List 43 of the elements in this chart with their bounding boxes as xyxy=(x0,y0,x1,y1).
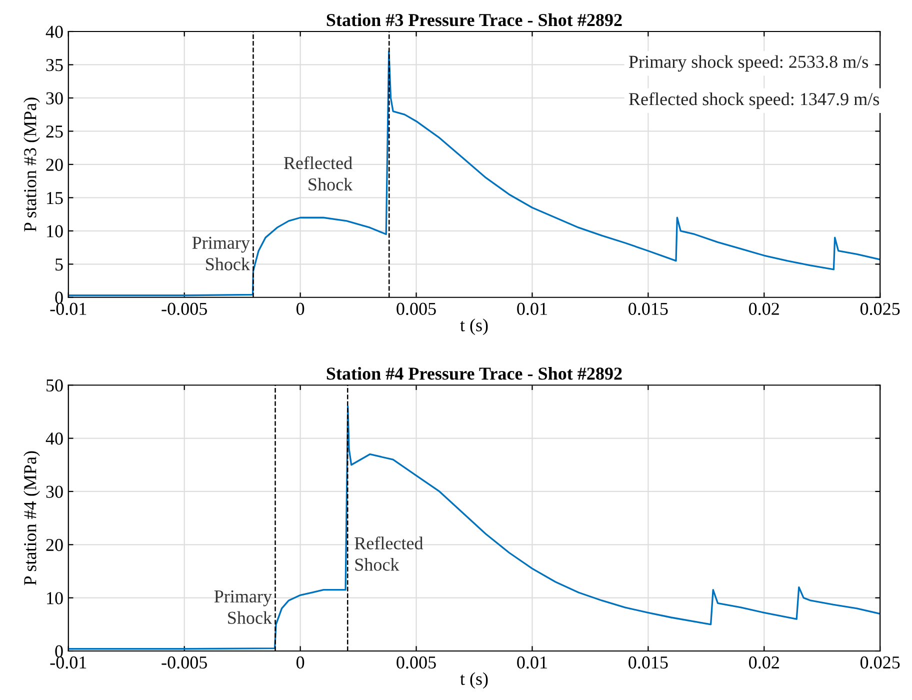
y-tick-label: 15 xyxy=(47,192,63,204)
y-tick-label: 20 xyxy=(46,158,63,171)
annotation: Primary shock speed: 2533.8 m/s xyxy=(628,55,868,72)
x-tick-label: -0.005 xyxy=(162,656,207,669)
y-tick-label: 35 xyxy=(46,59,63,72)
annotation: Reflected Shock xyxy=(354,536,424,571)
x-tick-label: -0.005 xyxy=(162,302,207,316)
x-tick-label: 0.01 xyxy=(517,302,547,316)
y-tick-label: 40 xyxy=(46,26,63,38)
y-tick-label: 10 xyxy=(47,225,63,238)
annotation: Reflected shock speed: 1347.9 m/s xyxy=(628,92,880,109)
y-tick-label: 0 xyxy=(55,645,63,658)
x-tick-label: 0.015 xyxy=(628,656,668,669)
x-tick-label: 0.005 xyxy=(396,656,436,669)
y-tick-label: 10 xyxy=(47,592,63,604)
x-tick-label: 0.015 xyxy=(628,302,668,316)
y-tick-label: 30 xyxy=(46,92,63,104)
y-tick-label: 50 xyxy=(46,379,63,392)
annotation: Primary Shock xyxy=(214,590,272,624)
chart-title: Station #4 Pressure Trace - Shot #2892 xyxy=(326,367,622,380)
x-tick-label: -0.01 xyxy=(50,302,86,316)
x-tick-label: -0.01 xyxy=(50,656,86,669)
x-tick-label: 0.025 xyxy=(860,302,900,316)
x-tick-label: 0 xyxy=(296,656,304,669)
chart-title: Station #3 Pressure Trace - Shot #2892 xyxy=(326,13,622,26)
x-axis-title: t (s) xyxy=(460,318,488,335)
x-tick-label: 0 xyxy=(296,302,304,315)
x-tick-label: 0.025 xyxy=(860,656,900,669)
x-axis-title: t (s) xyxy=(460,672,488,689)
annotation: Reflected Shock xyxy=(284,156,353,191)
y-tick-label: 20 xyxy=(46,538,63,552)
y-tick-label: 40 xyxy=(46,432,63,445)
x-tick-label: 0.02 xyxy=(749,656,779,669)
y-tick-label: 25 xyxy=(46,126,63,138)
y-tick-label: 30 xyxy=(46,486,63,498)
x-tick-label: 0.02 xyxy=(749,302,779,316)
annotation: Primary Shock xyxy=(192,236,250,270)
y-axis-title: P station #3 (MPa) xyxy=(24,98,40,232)
y-tick-label: 5 xyxy=(56,258,63,271)
y-axis-title: P station #4 (MPa) xyxy=(24,451,40,586)
x-tick-label: 0.005 xyxy=(396,302,436,316)
x-tick-label: 0.01 xyxy=(517,656,547,669)
y-tick-label: 0 xyxy=(55,292,63,304)
